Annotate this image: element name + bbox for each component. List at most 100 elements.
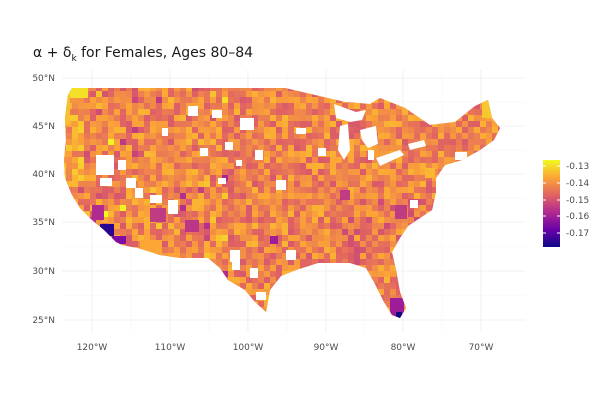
county-cell: [420, 88, 427, 92]
county-cell: [432, 139, 439, 146]
county-cell: [294, 139, 301, 146]
county-cell: [354, 133, 361, 140]
county-cell: [294, 199, 301, 206]
county-cell: [360, 163, 367, 170]
county-cell: [132, 247, 139, 254]
county-cell: [210, 193, 217, 200]
county-cell: [72, 217, 79, 224]
county-cell: [216, 121, 223, 128]
county-cell: [300, 187, 307, 194]
county-cell: [138, 175, 145, 182]
county-cell: [66, 163, 73, 170]
county-cell: [108, 115, 115, 122]
county-cell: [96, 115, 103, 122]
county-cell: [192, 169, 199, 176]
county-cell: [384, 235, 391, 242]
county-cell: [234, 181, 241, 188]
county-cell: [138, 88, 145, 92]
county-cell: [306, 205, 313, 212]
county-cell: [108, 127, 115, 134]
county-cell: [156, 223, 163, 230]
county-cell: [396, 169, 403, 176]
county-cell: [330, 235, 337, 242]
county-cell: [114, 271, 121, 278]
county-cell: [288, 259, 295, 266]
county-cell: [228, 91, 235, 98]
county-cell: [294, 205, 301, 212]
county-cell: [486, 127, 493, 134]
county-cell: [294, 277, 301, 284]
county-cell: [456, 217, 463, 224]
county-cell: [420, 307, 427, 314]
county-cell: [468, 157, 475, 164]
county-cell: [498, 145, 500, 152]
county-cell: [396, 115, 403, 122]
county-cell: [390, 187, 397, 194]
county-cell: [462, 211, 469, 218]
county-cell: [312, 91, 319, 98]
county-cell: [84, 121, 91, 128]
county-cell: [312, 301, 319, 308]
county-cell: [264, 181, 271, 188]
county-cell: [210, 313, 217, 318]
county-cell: [414, 151, 421, 158]
county-cell: [384, 199, 391, 206]
county-cell: [246, 193, 253, 200]
county-cell: [96, 97, 103, 104]
county-cell: [126, 163, 133, 170]
county-cell: [228, 205, 235, 212]
county-cell: [450, 121, 457, 128]
county-cell: [462, 163, 469, 170]
county-cell: [354, 235, 361, 242]
county-cell: [240, 217, 247, 224]
county-cell: [330, 229, 337, 236]
county-cell: [100, 224, 114, 236]
county-cell: [270, 307, 277, 314]
county-cell: [288, 271, 295, 278]
county-cell: [234, 103, 241, 110]
county-cell: [234, 205, 241, 212]
county-cell: [240, 175, 247, 182]
county-cell: [234, 223, 241, 230]
county-cell: [300, 91, 307, 98]
county-cell: [192, 115, 199, 122]
county-cell: [348, 247, 355, 254]
county-cell: [408, 289, 415, 296]
county-cell: [354, 151, 361, 158]
county-cell: [330, 259, 337, 266]
county-cell: [462, 289, 469, 296]
county-cell: [432, 103, 439, 110]
county-cell: [186, 235, 193, 242]
county-cell: [90, 97, 97, 104]
county-cell: [174, 229, 181, 236]
county-cell: [342, 265, 349, 272]
county-cell: [216, 205, 223, 212]
county-cell: [264, 157, 271, 164]
county-cell: [132, 217, 139, 224]
county-cell: [384, 307, 391, 314]
county-cell: [300, 313, 307, 318]
county-cell: [462, 265, 469, 272]
county-cell: [222, 103, 229, 110]
county-cell: [198, 289, 205, 296]
county-cell: [150, 151, 157, 158]
county-cell: [378, 307, 385, 314]
county-cell: [426, 265, 433, 272]
county-cell: [390, 88, 397, 92]
x-tick-label: 120°W: [77, 343, 108, 353]
county-cell: [258, 211, 265, 218]
county-cell: [336, 235, 343, 242]
county-cell: [64, 259, 67, 266]
county-cell: [144, 193, 151, 200]
county-cell: [234, 109, 241, 116]
county-cell: [456, 271, 463, 278]
county-cell: [96, 145, 103, 152]
county-cell: [330, 301, 337, 308]
county-cell: [474, 175, 481, 182]
county-cell: [174, 277, 181, 284]
county-cell: [126, 277, 133, 284]
county-cell: [282, 247, 289, 254]
county-cell: [216, 169, 223, 176]
county-cell: [240, 133, 247, 140]
county-cell: [162, 88, 169, 92]
